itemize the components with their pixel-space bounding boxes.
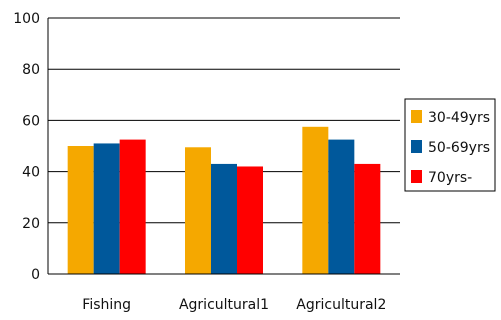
bar <box>119 139 146 274</box>
bar <box>211 163 237 274</box>
bars <box>67 126 381 274</box>
bar <box>302 126 329 274</box>
bar <box>354 163 381 274</box>
legend-label: 30-49yrs <box>428 110 490 126</box>
legend-label: 70yrs- <box>428 170 472 186</box>
x-category-label: Fishing <box>82 297 131 313</box>
bar <box>67 146 94 274</box>
y-tick-label: 20 <box>22 216 40 232</box>
legend-swatch <box>411 110 422 123</box>
legend-label: 50-69yrs <box>428 140 490 156</box>
x-axis-labels: Fishing Agricultural1 Agricultural2 <box>82 297 386 313</box>
legend-swatch <box>411 140 422 153</box>
y-tick-label: 40 <box>22 165 40 181</box>
legend: 30-49yrs 50-69yrs 70yrs- <box>404 98 496 192</box>
legend-swatch <box>411 170 422 183</box>
x-category-label: Agricultural2 <box>296 297 386 313</box>
y-tick-label: 100 <box>13 11 40 27</box>
bar <box>328 139 355 274</box>
y-axis-ticks: 0 20 40 60 80 100 <box>13 11 40 283</box>
x-category-label: Agricultural1 <box>179 297 269 313</box>
y-tick-label: 80 <box>22 62 40 78</box>
y-tick-label: 60 <box>22 113 40 129</box>
bar <box>93 143 120 274</box>
bar <box>185 147 211 274</box>
y-tick-label: 0 <box>31 267 40 283</box>
bar <box>237 166 263 274</box>
